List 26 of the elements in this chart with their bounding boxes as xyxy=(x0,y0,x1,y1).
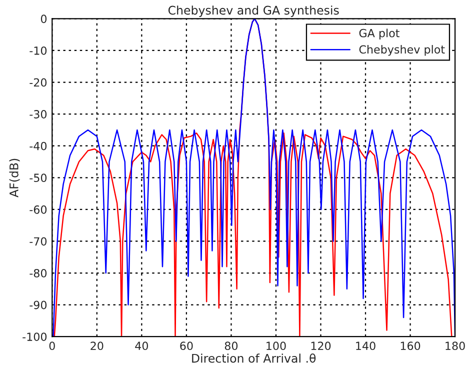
x-axis-title: Direction of Arrival .θ xyxy=(192,354,316,363)
y-tick-label: -50 xyxy=(30,174,47,182)
x-tick-label: 100 xyxy=(266,342,286,350)
legend-label: GA plot xyxy=(359,28,400,40)
y-tick-label: -40 xyxy=(30,142,47,150)
y-tick-label: -60 xyxy=(30,205,47,214)
y-tick-label: -70 xyxy=(30,237,47,246)
x-tick-label: 140 xyxy=(356,342,376,350)
y-tick-label: -30 xyxy=(30,110,47,118)
y-tick-label: 0 xyxy=(40,14,47,24)
x-tick-label: 180 xyxy=(446,342,465,350)
x-tick-label: 120 xyxy=(311,342,331,350)
y-tick-label: -10 xyxy=(30,46,47,55)
y-tick-label: -100 xyxy=(22,332,47,341)
y-tick-label: -20 xyxy=(30,78,47,87)
y-tick-label: -90 xyxy=(30,300,47,310)
y-axis-title: AF(dB) xyxy=(9,158,20,198)
x-tick-label: 160 xyxy=(400,342,420,350)
x-tick-label: 20 xyxy=(90,342,104,350)
x-tick-label: 40 xyxy=(135,342,148,350)
legend-label: Chebyshev plot xyxy=(359,45,445,56)
x-tick-label: 60 xyxy=(180,342,193,350)
y-tick-label: -80 xyxy=(30,268,47,278)
x-tick-label: 80 xyxy=(224,342,238,350)
x-tick-label: 0 xyxy=(49,342,55,350)
chart-title: Chebyshev and GA synthesis xyxy=(168,6,339,17)
